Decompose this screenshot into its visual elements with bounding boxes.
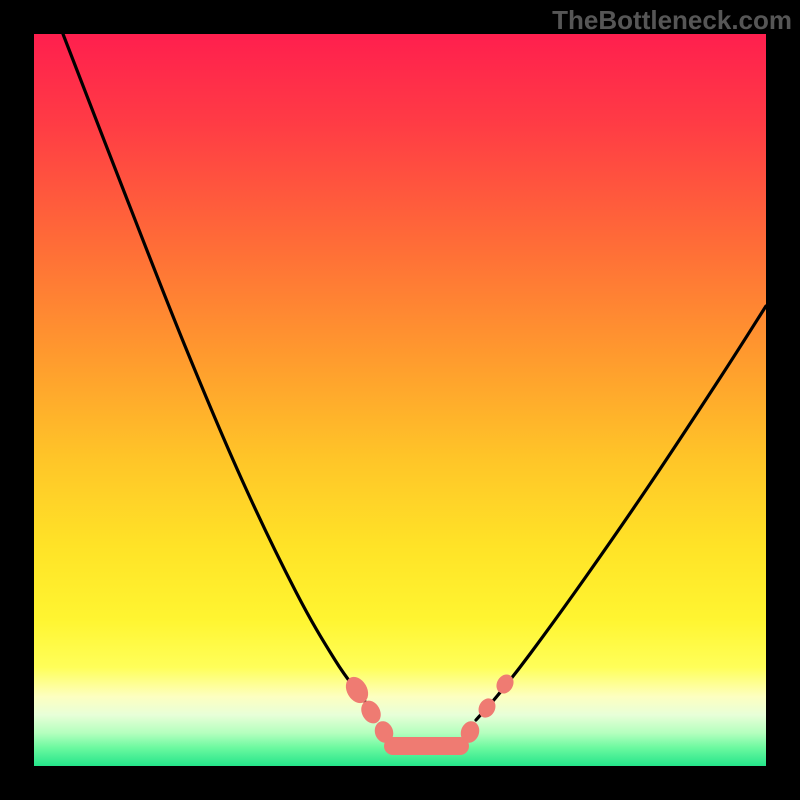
bottleneck-chart — [0, 0, 800, 800]
chart-stage: TheBottleneck.com — [0, 0, 800, 800]
watermark-text: TheBottleneck.com — [552, 5, 792, 36]
gradient-plot-area — [34, 34, 766, 766]
